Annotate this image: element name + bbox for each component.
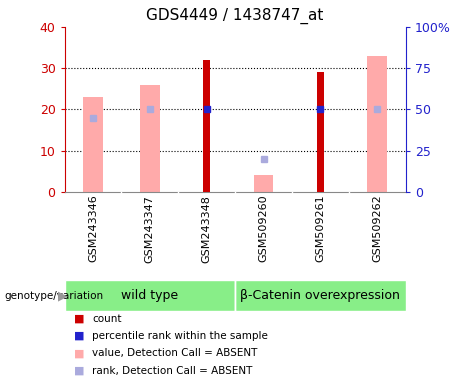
Text: rank, Detection Call = ABSENT: rank, Detection Call = ABSENT	[92, 366, 253, 376]
Bar	[83, 97, 103, 192]
Text: value, Detection Call = ABSENT: value, Detection Call = ABSENT	[92, 348, 258, 358]
Text: percentile rank within the sample: percentile rank within the sample	[92, 331, 268, 341]
Bar	[65, 280, 235, 311]
Text: ■: ■	[74, 314, 84, 324]
Bar	[235, 280, 406, 311]
Title: GDS4449 / 1438747_at: GDS4449 / 1438747_at	[147, 8, 324, 24]
Bar	[367, 56, 387, 192]
Text: β-Catenin overexpression: β-Catenin overexpression	[241, 289, 400, 302]
Text: ■: ■	[74, 348, 84, 358]
Text: GSM509261: GSM509261	[315, 195, 325, 262]
Text: GSM243347: GSM243347	[145, 195, 155, 263]
Text: GSM509260: GSM509260	[259, 195, 269, 262]
Bar	[254, 175, 273, 192]
Text: genotype/variation: genotype/variation	[5, 291, 104, 301]
Bar	[140, 85, 160, 192]
Text: GSM509262: GSM509262	[372, 195, 382, 262]
Text: ▶: ▶	[58, 289, 67, 302]
Text: wild type: wild type	[121, 289, 178, 302]
Text: ■: ■	[74, 331, 84, 341]
Text: GSM243348: GSM243348	[201, 195, 212, 263]
Text: GSM243346: GSM243346	[88, 195, 98, 262]
Text: ■: ■	[74, 366, 84, 376]
Bar	[203, 60, 210, 192]
Bar	[317, 72, 324, 192]
Text: count: count	[92, 314, 122, 324]
